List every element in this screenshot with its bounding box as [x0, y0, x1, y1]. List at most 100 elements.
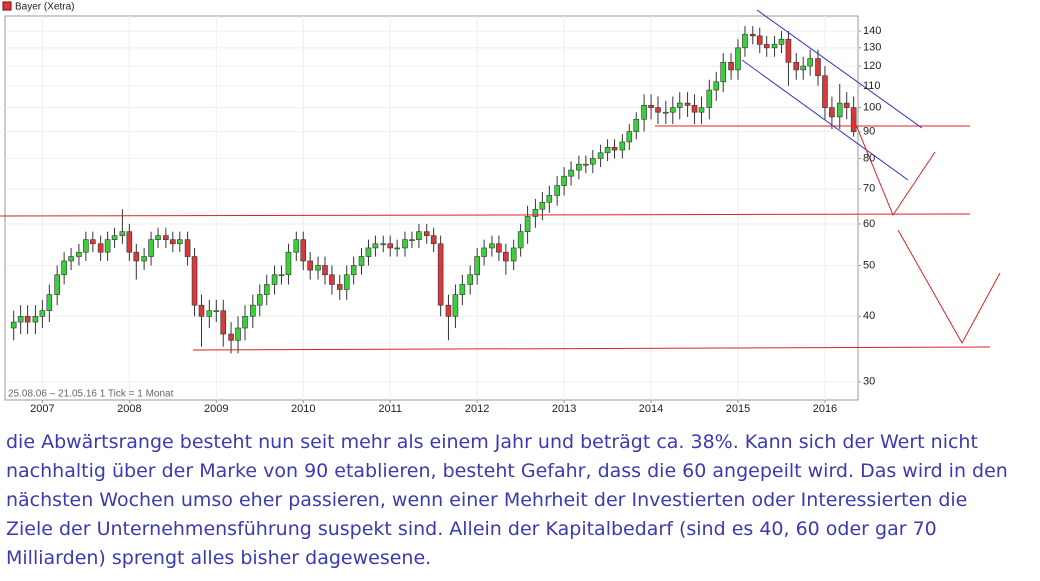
candle-body	[648, 105, 654, 108]
candle-body	[250, 304, 256, 317]
candle-body	[467, 274, 473, 285]
y-tick-label: 70	[863, 183, 875, 195]
candle-body	[641, 105, 647, 120]
candle-body	[554, 185, 560, 196]
x-tick-label: 2016	[813, 403, 837, 415]
candle-body	[735, 47, 741, 71]
candle-body	[394, 247, 400, 250]
trend-line	[741, 59, 909, 181]
level-line	[192, 346, 991, 351]
candle-body	[278, 274, 285, 277]
candle-body	[459, 284, 466, 295]
candle-body	[176, 239, 183, 245]
candle-body	[546, 195, 553, 203]
y-tick-label: 40	[863, 310, 875, 322]
candle-body	[749, 33, 756, 37]
candle-body	[684, 102, 691, 106]
candle-body	[10, 321, 17, 329]
candle-body	[829, 107, 835, 118]
candle-body	[763, 44, 770, 49]
candles	[10, 26, 857, 354]
candle-body	[126, 231, 133, 253]
candle-body	[771, 44, 778, 49]
candle-body	[256, 294, 263, 306]
candle-body	[155, 235, 161, 240]
candle-body	[676, 102, 683, 108]
candle-body	[778, 38, 785, 45]
candle-body	[663, 111, 669, 114]
candle-body	[68, 256, 74, 262]
candle-body	[822, 75, 828, 108]
candle-body	[583, 163, 589, 166]
candle-body	[141, 256, 147, 262]
x-tick-label: 2012	[465, 403, 489, 415]
candle-body	[561, 175, 567, 186]
y-tick-label: 90	[863, 125, 875, 137]
grid	[5, 16, 858, 400]
x-tick-label: 2007	[30, 403, 54, 415]
candle-body	[481, 247, 487, 257]
candle-body	[691, 105, 698, 113]
x-tick-label: 2014	[639, 403, 663, 415]
candle-body	[423, 231, 430, 236]
x-tick-label: 2013	[552, 403, 576, 415]
candle-body	[589, 158, 596, 165]
candle-body	[307, 260, 314, 271]
caption: die Abwärtsrange besteht nun seit mehr a…	[6, 428, 1008, 573]
caption-line: nächsten Wochen umso eher passieren, wen…	[6, 489, 968, 511]
y-tick-label: 140	[863, 25, 881, 37]
candle-body	[728, 62, 734, 71]
candle-body	[148, 239, 154, 257]
candle-body	[756, 35, 763, 45]
candle-body	[402, 239, 408, 249]
candle-body	[698, 107, 705, 113]
candle-body	[387, 243, 393, 249]
candle-body	[372, 243, 379, 249]
y-tick-label: 130	[863, 42, 881, 54]
candle-body	[807, 58, 813, 67]
candle-body	[742, 33, 748, 49]
candle-body	[350, 265, 357, 276]
candle-body	[409, 239, 415, 241]
candle-body	[46, 294, 53, 311]
x-tick-label: 2010	[291, 403, 315, 415]
candle-body	[76, 251, 82, 257]
candle-body	[228, 333, 234, 341]
candle-body	[604, 147, 611, 154]
x-tick-label: 2015	[726, 403, 750, 415]
projection-line	[851, 114, 936, 217]
candle-body	[785, 38, 792, 63]
candle-body	[322, 265, 328, 276]
level-line	[0, 213, 971, 217]
candle-body	[358, 256, 365, 266]
candle-body	[24, 316, 31, 323]
candle-body	[235, 327, 241, 341]
y-tick-label: 60	[863, 218, 875, 230]
candle-body	[611, 147, 618, 151]
info-label: 25.08.06 – 21.05.16 1 Tick = 1 Monat	[8, 389, 174, 400]
candle-body	[576, 163, 582, 171]
candle-body	[300, 239, 307, 262]
y-tick-label: 80	[863, 152, 875, 164]
chart: Bayer (Xetra) 25.08.06 – 21.05.16 1 Tick…	[0, 1, 1001, 415]
caption-line: die Abwärtsrange besteht nun seit mehr a…	[6, 431, 978, 453]
candle-body	[111, 235, 118, 240]
candle-body	[104, 239, 111, 253]
candle-body	[489, 243, 495, 249]
candle-body	[713, 81, 720, 91]
candle-body	[669, 107, 676, 113]
candle-body	[365, 247, 372, 257]
y-tick-label: 110	[863, 80, 881, 92]
candle-body	[517, 231, 524, 249]
candle-body	[133, 251, 140, 262]
candle-body	[539, 201, 546, 210]
candle-body	[170, 239, 176, 245]
caption-line: nachhaltig über der Marke von 90 etablie…	[6, 460, 1008, 482]
candle-body	[568, 169, 574, 177]
candle-body	[163, 235, 169, 240]
x-tick-label: 2008	[117, 403, 141, 415]
candle-body	[706, 89, 713, 108]
candle-body	[496, 243, 502, 253]
candle-body	[61, 260, 67, 276]
